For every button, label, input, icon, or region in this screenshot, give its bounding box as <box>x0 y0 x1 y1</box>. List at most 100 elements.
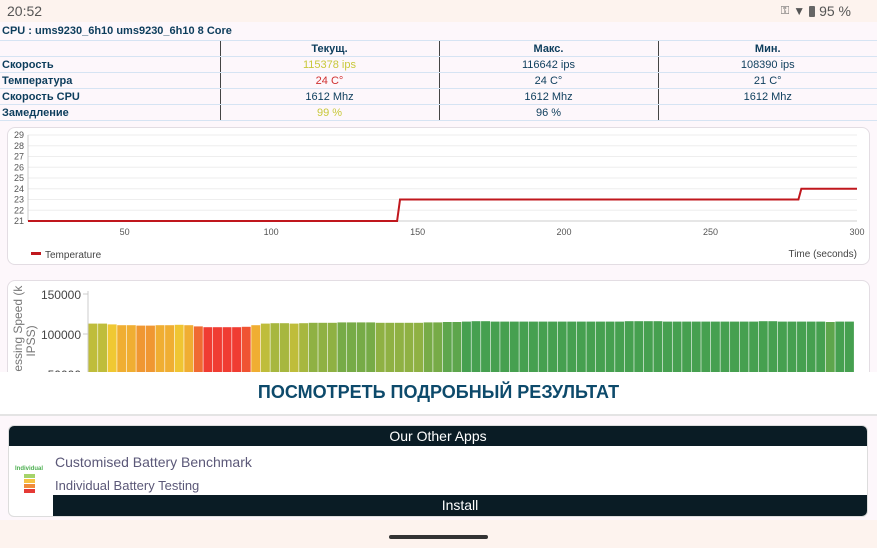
min-value: 1612 Mhz <box>657 88 877 105</box>
x-axis-label: Time (seconds) <box>788 249 857 260</box>
speed-bar <box>289 323 299 399</box>
y-tick-label: 21 <box>14 216 24 226</box>
speed-bar <box>212 327 222 399</box>
speed-bar <box>758 321 768 399</box>
header-min: Мин. <box>657 40 877 57</box>
speed-bar <box>404 322 414 399</box>
battery-level: 95 % <box>819 3 851 19</box>
speed-bar <box>155 325 165 399</box>
speed-bar <box>471 321 481 399</box>
cur-value: 24 C° <box>219 72 439 89</box>
status-bar: 20:52 ⚿ ▼ 95 % <box>0 0 877 22</box>
speed-bar <box>844 321 854 399</box>
app-name[interactable]: Customised Battery Benchmark <box>55 454 252 470</box>
cur-value: 99 % <box>219 104 439 121</box>
y-axis-label: Processing Speed (kIPSS) <box>11 285 38 397</box>
table-row: Скорость 115378 ips 116642 ips 108390 ips <box>0 56 877 73</box>
cpu-label: CPU : ums9230_6h10 ums9230_6h10 8 Core <box>2 25 232 37</box>
detailed-result-button[interactable]: ПОСМОТРЕТЬ ПОДРОБНЫЙ РЕЗУЛЬТАТ <box>0 372 877 416</box>
speed-bar <box>576 321 586 399</box>
speed-bar <box>653 321 663 399</box>
speed-bar <box>777 321 787 399</box>
speed-bar <box>710 321 720 399</box>
speed-bar <box>509 321 519 399</box>
app-icon-text: Individual <box>14 466 43 472</box>
temperature-line <box>28 187 857 222</box>
row-label: Температура <box>0 72 220 89</box>
speed-bar <box>98 323 108 399</box>
y-tick-label: 150000 <box>41 288 81 302</box>
max-value: 24 C° <box>438 72 658 89</box>
x-tick-label: 150 <box>410 227 425 237</box>
app-icon[interactable]: Individual <box>13 466 45 493</box>
wifi-icon: ▼ <box>793 4 806 18</box>
row-label: Скорость CPU <box>0 88 220 105</box>
battery-icon <box>809 5 816 17</box>
speed-bar <box>663 321 672 399</box>
speed-bar <box>308 322 318 399</box>
speed-bar <box>375 322 385 399</box>
speed-bar <box>605 321 615 399</box>
speed-bar <box>538 321 548 399</box>
row-label: Скорость <box>0 56 220 73</box>
table-row: Замедление 99 % 96 % <box>0 104 877 121</box>
speed-bar <box>165 325 175 399</box>
header-max: Макс. <box>438 40 658 57</box>
min-value: 108390 ips <box>657 56 877 73</box>
speed-bar <box>193 326 203 399</box>
cur-value: 1612 Mhz <box>219 88 439 105</box>
speed-bar <box>442 322 452 399</box>
speed-bar <box>490 321 500 399</box>
speed-bar <box>682 321 692 399</box>
home-handle[interactable] <box>389 535 488 539</box>
y-tick-label: 26 <box>14 162 24 172</box>
y-tick-label: 25 <box>14 173 24 183</box>
speed-bar <box>739 321 749 399</box>
install-button[interactable]: Install <box>53 495 867 516</box>
speed-bar <box>825 322 835 399</box>
speed-bar <box>385 322 395 399</box>
stats-table: Текущ. Макс. Мин. Скорость 115378 ips 1166… <box>0 40 877 121</box>
speed-bar <box>203 327 213 399</box>
cur-value: 115378 ips <box>219 56 439 73</box>
speed-bar <box>356 322 366 399</box>
speed-bar <box>500 321 510 399</box>
speed-bar <box>184 325 194 399</box>
y-tick-label: 22 <box>14 205 24 215</box>
speed-bar <box>461 321 471 399</box>
speed-bar <box>452 322 462 399</box>
speed-bar <box>595 321 605 399</box>
speed-bar <box>634 321 644 399</box>
speed-bar <box>519 321 529 399</box>
speed-bar <box>222 327 232 399</box>
row-label: Замедление <box>0 104 220 121</box>
speed-bar <box>423 322 433 399</box>
y-tick-label: 28 <box>14 141 24 151</box>
vpn-key-icon: ⚿ <box>780 4 790 17</box>
other-apps-title: Our Other Apps <box>9 426 867 446</box>
y-tick-label: 24 <box>14 184 24 194</box>
speed-bar <box>548 321 558 399</box>
speed-bar <box>260 323 270 399</box>
speed-bar <box>720 321 730 399</box>
speed-bar <box>816 321 826 399</box>
speed-bar <box>672 321 682 399</box>
other-apps-panel: Our Other Apps Individual Customised Bat… <box>8 425 868 517</box>
speed-bar <box>299 323 309 399</box>
speed-bar <box>768 321 778 399</box>
speed-bar <box>136 325 146 399</box>
speed-bar <box>835 321 845 399</box>
speed-bar <box>88 323 98 399</box>
table-row: Скорость CPU 1612 Mhz 1612 Mhz 1612 Mhz <box>0 88 877 105</box>
max-value: 116642 ips <box>438 56 658 73</box>
speed-bar <box>251 325 261 399</box>
speed-bar <box>241 326 251 399</box>
speed-bar <box>107 324 117 399</box>
speed-bar <box>347 322 356 399</box>
speed-bar <box>691 321 701 399</box>
speed-bar <box>433 322 443 399</box>
y-tick-label: 29 <box>14 130 24 140</box>
table-row: Температура 24 C° 24 C° 21 C° <box>0 72 877 89</box>
y-tick-label: 27 <box>14 152 24 162</box>
